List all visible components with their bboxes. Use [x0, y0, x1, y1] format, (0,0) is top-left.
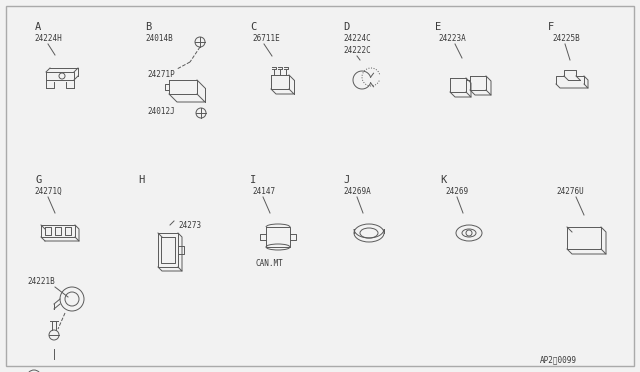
Text: AP2シ0099: AP2シ0099 — [540, 355, 577, 364]
Text: D: D — [343, 22, 349, 32]
Text: 24269: 24269 — [445, 187, 468, 196]
Text: I: I — [250, 175, 256, 185]
Text: 24224C: 24224C — [343, 34, 371, 43]
Text: A: A — [35, 22, 41, 32]
Text: C: C — [250, 22, 256, 32]
Text: F: F — [548, 22, 554, 32]
Text: 24273: 24273 — [178, 221, 201, 230]
Text: G: G — [35, 175, 41, 185]
Text: 24222C: 24222C — [343, 46, 371, 55]
Text: 24223A: 24223A — [438, 34, 466, 43]
Text: 24147: 24147 — [252, 187, 275, 196]
Text: J: J — [343, 175, 349, 185]
Text: 24269A: 24269A — [343, 187, 371, 196]
Text: B: B — [145, 22, 151, 32]
Text: 24224H: 24224H — [34, 34, 61, 43]
Text: 24225B: 24225B — [552, 34, 580, 43]
Text: 26711E: 26711E — [252, 34, 280, 43]
Text: K: K — [440, 175, 446, 185]
Text: 24012J: 24012J — [147, 107, 175, 116]
Text: E: E — [435, 22, 441, 32]
Text: CAN.MT: CAN.MT — [256, 259, 284, 268]
Text: H: H — [138, 175, 144, 185]
Text: 24014B: 24014B — [145, 34, 173, 43]
Text: 24221B: 24221B — [27, 277, 55, 286]
Text: 24271Q: 24271Q — [34, 187, 61, 196]
Text: 24276U: 24276U — [556, 187, 584, 196]
Text: 24271P: 24271P — [147, 70, 175, 79]
